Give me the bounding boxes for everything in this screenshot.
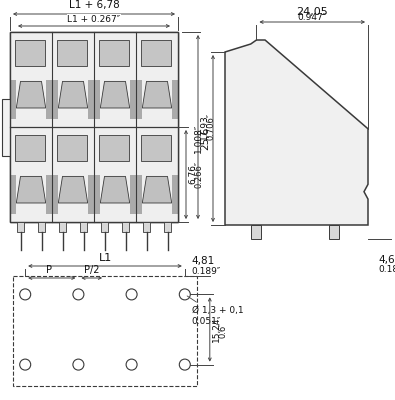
Bar xyxy=(15,134,45,161)
Bar xyxy=(10,32,178,222)
Bar xyxy=(52,32,94,127)
Text: P: P xyxy=(46,265,52,275)
Polygon shape xyxy=(58,81,88,108)
Circle shape xyxy=(20,289,31,300)
Bar xyxy=(38,222,45,232)
Circle shape xyxy=(179,359,190,370)
Text: 25,6: 25,6 xyxy=(200,127,210,150)
Bar xyxy=(141,40,171,66)
Text: 0.183″: 0.183″ xyxy=(378,266,395,274)
Circle shape xyxy=(20,359,31,370)
Circle shape xyxy=(126,289,137,300)
Text: 0.706″: 0.706″ xyxy=(207,114,216,140)
Bar xyxy=(94,127,136,222)
Polygon shape xyxy=(58,176,88,203)
Text: 4,65: 4,65 xyxy=(378,255,395,265)
Bar xyxy=(46,174,52,214)
Bar xyxy=(52,174,58,214)
Bar xyxy=(100,134,129,161)
Bar xyxy=(59,222,66,232)
Polygon shape xyxy=(142,176,172,203)
Bar xyxy=(136,127,178,222)
Bar xyxy=(100,40,129,66)
Bar xyxy=(57,134,87,161)
Bar xyxy=(13,276,197,386)
Bar xyxy=(329,225,339,239)
Text: L1 + 6,78: L1 + 6,78 xyxy=(69,0,119,10)
Bar xyxy=(130,80,136,119)
Bar xyxy=(88,80,94,119)
Text: L1 + 0.267″: L1 + 0.267″ xyxy=(68,15,120,24)
Text: 4,81: 4,81 xyxy=(192,256,215,266)
Bar xyxy=(80,222,87,232)
Bar xyxy=(141,134,171,161)
Polygon shape xyxy=(100,81,130,108)
Circle shape xyxy=(126,359,137,370)
Bar xyxy=(122,222,129,232)
Text: 15,24: 15,24 xyxy=(212,317,221,342)
Bar xyxy=(94,80,100,119)
Bar xyxy=(10,127,52,222)
Bar xyxy=(136,32,178,127)
Bar xyxy=(136,174,142,214)
Polygon shape xyxy=(16,176,46,203)
Bar xyxy=(10,174,16,214)
Polygon shape xyxy=(16,81,46,108)
Bar xyxy=(143,222,150,232)
Text: 6,76: 6,76 xyxy=(188,164,197,184)
Bar xyxy=(130,174,136,214)
Bar xyxy=(164,222,171,232)
Bar xyxy=(10,80,16,119)
Bar xyxy=(94,174,100,214)
Bar xyxy=(172,80,178,119)
Bar xyxy=(88,174,94,214)
Polygon shape xyxy=(225,40,368,225)
Text: Ø 1,3 + 0,1
0.051″: Ø 1,3 + 0,1 0.051″ xyxy=(187,296,243,326)
Text: P/2: P/2 xyxy=(84,265,100,275)
Bar xyxy=(57,40,87,66)
Text: 24,05: 24,05 xyxy=(296,7,328,17)
Text: 0.189″: 0.189″ xyxy=(192,267,221,276)
Circle shape xyxy=(73,359,84,370)
Bar xyxy=(52,80,58,119)
Bar xyxy=(52,127,94,222)
Bar xyxy=(15,40,45,66)
Polygon shape xyxy=(100,176,130,203)
Bar xyxy=(136,80,142,119)
Bar xyxy=(94,32,136,127)
Circle shape xyxy=(179,289,190,300)
Text: 1.008″: 1.008″ xyxy=(194,124,203,153)
Text: 17,93: 17,93 xyxy=(200,114,209,140)
Text: 0.6″: 0.6″ xyxy=(219,321,228,338)
Text: 0.947″: 0.947″ xyxy=(298,13,327,22)
Bar xyxy=(2,98,11,156)
Text: L1: L1 xyxy=(98,253,112,263)
Bar xyxy=(252,225,261,239)
Bar xyxy=(17,222,24,232)
Bar xyxy=(46,80,52,119)
Bar xyxy=(10,32,178,222)
Bar xyxy=(10,32,52,127)
Polygon shape xyxy=(142,81,172,108)
Text: 0.266″: 0.266″ xyxy=(195,161,204,188)
Bar xyxy=(172,174,178,214)
Circle shape xyxy=(73,289,84,300)
Bar xyxy=(101,222,108,232)
